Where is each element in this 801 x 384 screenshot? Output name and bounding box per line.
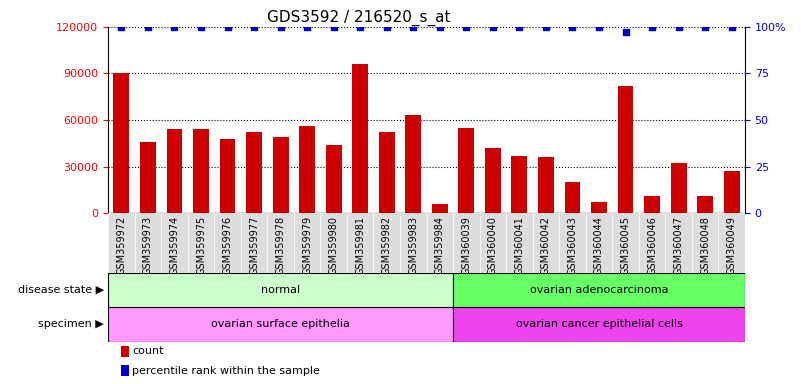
Point <box>566 24 579 30</box>
Text: GSM360046: GSM360046 <box>647 216 657 275</box>
Bar <box>618 86 634 213</box>
Text: GSM359984: GSM359984 <box>435 216 445 275</box>
Point <box>274 24 287 30</box>
Bar <box>121 346 128 357</box>
Bar <box>193 129 209 213</box>
Text: count: count <box>132 346 164 356</box>
Bar <box>405 115 421 213</box>
Bar <box>352 64 368 213</box>
Bar <box>565 182 581 213</box>
Bar <box>458 128 474 213</box>
Point <box>328 24 340 30</box>
Point <box>698 24 711 30</box>
Text: ovarian adenocarcinoma: ovarian adenocarcinoma <box>529 285 668 295</box>
Bar <box>379 132 395 213</box>
Point <box>646 24 658 30</box>
Text: percentile rank within the sample: percentile rank within the sample <box>132 366 320 376</box>
Bar <box>538 157 553 213</box>
Point <box>142 24 155 30</box>
Bar <box>300 126 315 213</box>
Text: GSM359973: GSM359973 <box>143 216 153 275</box>
Bar <box>453 307 745 342</box>
Point <box>354 24 367 30</box>
Point <box>460 24 473 30</box>
Text: GSM359977: GSM359977 <box>249 216 259 275</box>
Text: GSM359972: GSM359972 <box>116 216 127 275</box>
Point <box>221 24 234 30</box>
Point <box>300 24 313 30</box>
Bar <box>167 129 183 213</box>
Text: GSM359983: GSM359983 <box>409 216 418 275</box>
Bar <box>432 204 448 213</box>
Bar <box>121 365 128 376</box>
Bar <box>453 273 745 307</box>
Text: GSM360041: GSM360041 <box>514 216 525 275</box>
Text: GDS3592 / 216520_s_at: GDS3592 / 216520_s_at <box>268 9 451 25</box>
Text: GSM359978: GSM359978 <box>276 216 286 275</box>
Bar <box>246 132 262 213</box>
Text: GSM360049: GSM360049 <box>727 216 737 275</box>
Text: normal: normal <box>261 285 300 295</box>
Point <box>486 24 499 30</box>
Text: GSM359976: GSM359976 <box>223 216 232 275</box>
Point <box>380 24 393 30</box>
Bar <box>644 196 660 213</box>
Text: GSM359979: GSM359979 <box>302 216 312 275</box>
Bar <box>272 137 288 213</box>
Bar <box>511 156 527 213</box>
Point <box>407 24 420 30</box>
Point <box>248 24 260 30</box>
Point <box>513 24 525 30</box>
Point <box>619 30 632 36</box>
Text: disease state ▶: disease state ▶ <box>18 285 104 295</box>
Point <box>168 24 181 30</box>
Point <box>593 24 606 30</box>
Point <box>433 24 446 30</box>
Text: ovarian cancer epithelial cells: ovarian cancer epithelial cells <box>516 319 682 329</box>
Point <box>540 24 553 30</box>
Point <box>195 24 207 30</box>
Text: GSM359974: GSM359974 <box>170 216 179 275</box>
Bar <box>723 171 739 213</box>
Text: ovarian surface epithelia: ovarian surface epithelia <box>211 319 350 329</box>
Text: GSM360039: GSM360039 <box>461 216 471 275</box>
Bar <box>326 145 342 213</box>
Text: GSM359981: GSM359981 <box>355 216 365 275</box>
Bar <box>697 196 713 213</box>
Bar <box>591 202 607 213</box>
Text: GSM360048: GSM360048 <box>700 216 710 275</box>
Bar <box>108 307 453 342</box>
Text: GSM359980: GSM359980 <box>328 216 339 275</box>
Text: specimen ▶: specimen ▶ <box>38 319 104 329</box>
Point <box>672 24 685 30</box>
Text: GSM360043: GSM360043 <box>567 216 578 275</box>
Text: GSM360042: GSM360042 <box>541 216 551 275</box>
Bar <box>485 148 501 213</box>
Text: GSM359975: GSM359975 <box>196 216 206 275</box>
Point <box>115 24 128 30</box>
Bar <box>108 273 453 307</box>
Text: GSM360045: GSM360045 <box>621 216 630 275</box>
Text: GSM360044: GSM360044 <box>594 216 604 275</box>
Bar <box>114 73 130 213</box>
Point <box>725 24 738 30</box>
Text: GSM360040: GSM360040 <box>488 216 498 275</box>
Text: GSM359982: GSM359982 <box>382 216 392 275</box>
Bar <box>219 139 235 213</box>
Text: GSM360047: GSM360047 <box>674 216 683 275</box>
Bar <box>670 164 686 213</box>
Bar <box>140 142 156 213</box>
